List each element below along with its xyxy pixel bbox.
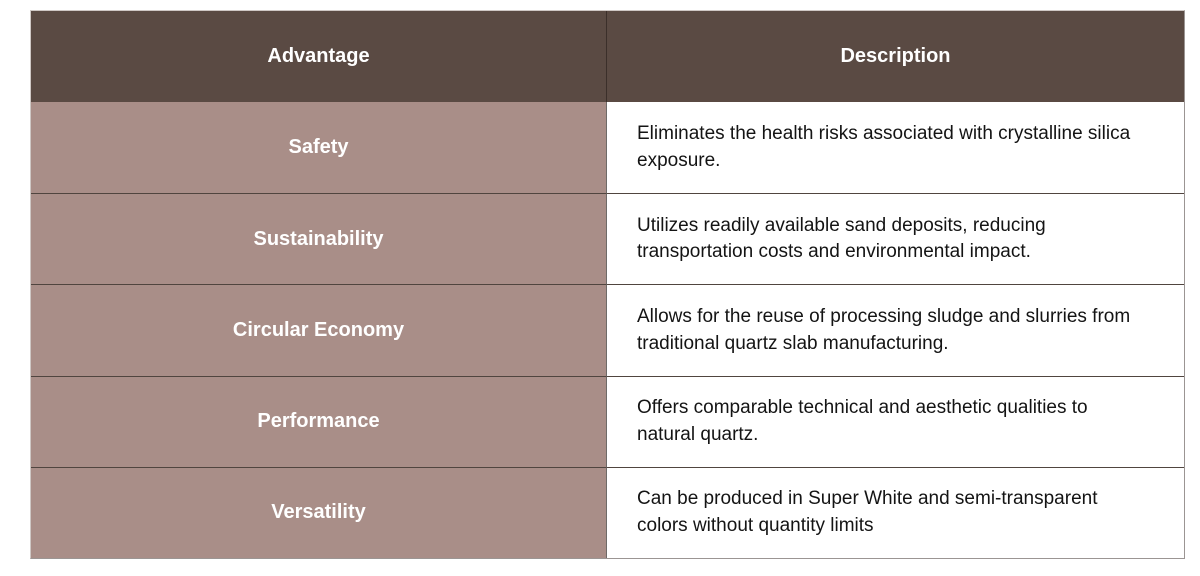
table-cell-description: Utilizes readily available sand deposits… <box>606 193 1184 285</box>
advantages-table: Advantage Description Safety Eliminates … <box>30 10 1185 559</box>
table-cell-advantage: Sustainability <box>31 193 606 285</box>
table-cell-description: Eliminates the health risks associated w… <box>606 102 1184 194</box>
table-cell-advantage: Circular Economy <box>31 284 606 376</box>
table-header-description: Description <box>606 11 1184 103</box>
table-cell-advantage: Safety <box>31 102 606 194</box>
table-cell-advantage: Versatility <box>31 466 606 558</box>
table-cell-advantage: Performance <box>31 375 606 467</box>
table-header-advantage: Advantage <box>31 11 606 103</box>
table-cell-description: Allows for the reuse of processing sludg… <box>606 284 1184 376</box>
table-cell-description: Offers comparable technical and aestheti… <box>606 375 1184 467</box>
table-cell-description: Can be produced in Super White and semi-… <box>606 466 1184 558</box>
